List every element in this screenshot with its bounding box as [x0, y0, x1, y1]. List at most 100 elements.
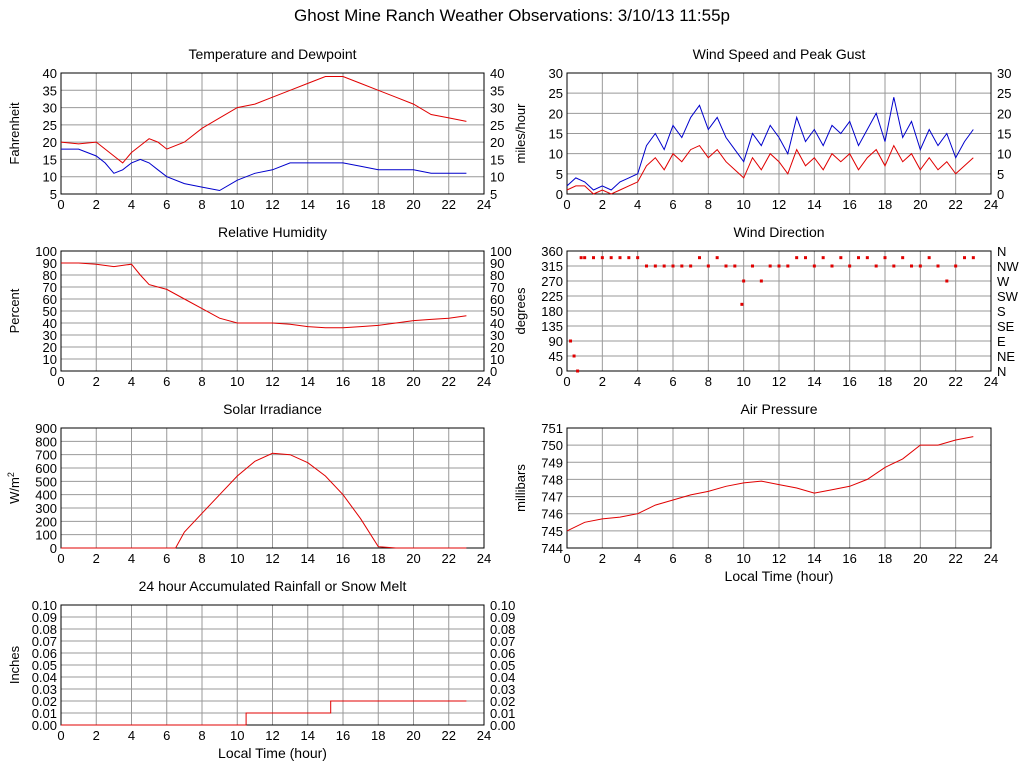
data-point [680, 264, 684, 268]
y-tick-label-right: 80 [490, 268, 504, 283]
y-tick-label-right: 0.10 [490, 598, 515, 613]
x-tick-label: 10 [230, 197, 244, 212]
y-axis-label: degrees [513, 287, 528, 334]
x-tick-label: 20 [913, 197, 927, 212]
x-tick-label: 0 [57, 728, 64, 743]
x-tick-label: 8 [198, 374, 205, 389]
x-tick-label: 14 [301, 374, 315, 389]
y-tick-label-right: 10 [997, 147, 1011, 162]
data-point [689, 264, 693, 268]
x-tick-label: 0 [563, 374, 570, 389]
data-point [572, 354, 576, 358]
data-point [936, 264, 940, 268]
plot-frame [566, 427, 992, 549]
y-tick-label: 10 [43, 170, 57, 185]
y-tick-label: 200 [35, 514, 57, 529]
chart-title: Wind Direction [733, 224, 824, 240]
x-tick-label: 22 [442, 197, 456, 212]
y-tick-label: 180 [541, 304, 563, 319]
y-tick-label: 300 [35, 501, 57, 516]
data-point [910, 264, 913, 268]
chart-solar: 0 2 4 6 8 10 12 14 16 18 20 22 240100200300400500600… [6, 401, 491, 566]
x-tick-label: 18 [371, 374, 385, 389]
x-tick-label: 4 [128, 551, 135, 566]
y-tick-label: 500 [35, 474, 57, 489]
x-tick-label: 2 [93, 551, 100, 566]
x-tick-label: 24 [984, 374, 998, 389]
data-point [636, 256, 640, 260]
x-tick-label: 6 [669, 551, 676, 566]
y-tick-label: 25 [549, 86, 563, 101]
data-point [583, 256, 587, 260]
y-tick-label-right: 0 [997, 187, 1004, 202]
y-tick-label-right: 25 [490, 118, 504, 133]
y-axis-label: millibars [513, 464, 528, 512]
data-point [733, 264, 737, 268]
y-tick-label: 15 [549, 127, 563, 142]
x-tick-label: 0 [563, 551, 570, 566]
y-tick-label: 900 [35, 421, 57, 436]
y-tick-label-right: 20 [997, 106, 1011, 121]
y-tick-label: 700 [35, 448, 57, 463]
x-tick-label: 16 [336, 197, 350, 212]
x-tick-label: 18 [878, 197, 892, 212]
x-tick-label: 14 [807, 197, 821, 212]
y-tick-label-right: 90 [490, 256, 504, 271]
compass-label: NE [997, 349, 1015, 364]
data-point [768, 264, 772, 268]
y-tick-label: 45 [549, 349, 563, 364]
data-point [653, 264, 657, 268]
y-tick-label: 40 [43, 316, 57, 331]
x-tick-label: 10 [230, 728, 244, 743]
x-tick-label: 20 [913, 551, 927, 566]
y-tick-label: 10 [549, 147, 563, 162]
y-tick-label: 0.05 [32, 658, 57, 673]
y-tick-label: 20 [43, 135, 57, 150]
y-tick-label: 315 [541, 259, 563, 274]
x-tick-label: 0 [57, 551, 64, 566]
data-point [786, 264, 790, 268]
chart-title: Wind Speed and Peak Gust [693, 46, 866, 62]
x-tick-label: 16 [842, 197, 856, 212]
data-point [971, 256, 975, 260]
y-tick-label-right: 20 [490, 135, 504, 150]
data-point [945, 279, 949, 283]
data-point [671, 264, 675, 268]
x-tick-label: 20 [406, 374, 420, 389]
y-tick-label: 746 [541, 507, 563, 522]
y-tick-label-right: 30 [490, 328, 504, 343]
y-tick-label: 70 [43, 280, 57, 295]
x-tick-label: 4 [128, 197, 135, 212]
y-tick-label: 0.03 [32, 682, 57, 697]
x-tick-label: 4 [128, 374, 135, 389]
y-tick-label: 0.00 [32, 718, 57, 733]
x-tick-label: 12 [772, 197, 786, 212]
x-tick-label: 8 [705, 551, 712, 566]
data-point [777, 264, 781, 268]
y-tick-label: 30 [549, 66, 563, 81]
series-line-blue [566, 97, 974, 191]
x-tick-label: 10 [736, 551, 750, 566]
chart-pressure: 0 2 4 6 8 10 12 14 16 18 20 22 247447457467477487497… [513, 401, 998, 584]
y-tick-label: 748 [541, 472, 563, 487]
y-axis-label: Fahrenheit [7, 102, 22, 165]
y-tick-label-right: 30 [997, 66, 1011, 81]
series-line-red [61, 262, 467, 329]
data-point [662, 264, 666, 268]
y-tick-label-right: 0.06 [490, 646, 515, 661]
x-tick-label: 24 [984, 197, 998, 212]
y-tick-label-right: 35 [490, 83, 504, 98]
y-tick-label: 0.09 [32, 610, 57, 625]
x-tick-label: 2 [93, 728, 100, 743]
y-tick-label: 0.01 [32, 706, 57, 721]
y-tick-label: 270 [541, 274, 563, 289]
y-tick-label: 751 [541, 421, 563, 436]
data-point [600, 256, 604, 260]
x-tick-label: 20 [406, 551, 420, 566]
y-tick-label: 50 [43, 304, 57, 319]
x-tick-label: 4 [634, 551, 641, 566]
x-tick-label: 12 [772, 551, 786, 566]
data-point [715, 256, 719, 260]
